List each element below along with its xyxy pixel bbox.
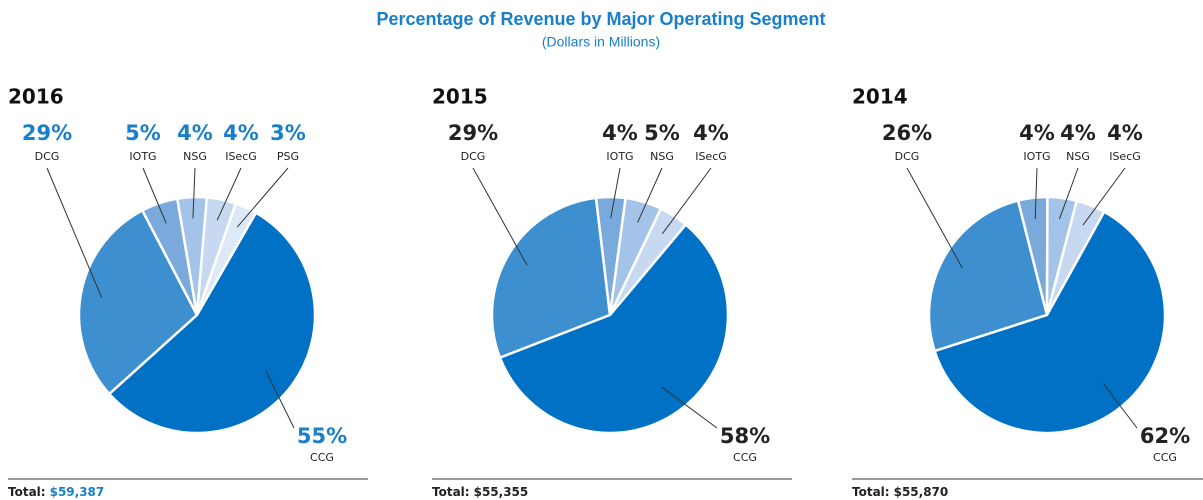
slice-name: ISecG xyxy=(1109,150,1141,163)
pie-slice xyxy=(77,208,199,396)
leader-line xyxy=(192,167,196,219)
chart-title: Percentage of Revenue by Major Operating… xyxy=(376,9,825,29)
leader-line xyxy=(265,370,295,429)
slice-percent: 4% xyxy=(177,121,213,145)
leader-line xyxy=(906,167,963,269)
slice-name: IOTG xyxy=(606,150,633,163)
total-value: $55,870 xyxy=(894,485,949,499)
slice-name: ISecG xyxy=(225,150,257,163)
total-text: Total: $55,870 xyxy=(852,485,948,499)
slice-name: CCG xyxy=(310,451,334,464)
leader-line xyxy=(610,167,621,219)
leader-line xyxy=(661,386,718,429)
slice-name: NSG xyxy=(650,150,674,163)
pie-title: 2015 xyxy=(432,85,488,109)
slice-percent: 58% xyxy=(720,424,770,448)
slice-name: DCG xyxy=(895,150,920,163)
slice-name: CCG xyxy=(1153,451,1177,464)
leader-line xyxy=(662,167,712,234)
slice-name: IOTG xyxy=(129,150,156,163)
pie-title: 2016 xyxy=(8,85,64,109)
pie-slice xyxy=(498,222,730,435)
total-text: Total: $55,355 xyxy=(432,485,528,499)
pie-slice xyxy=(107,211,317,435)
slice-percent: 5% xyxy=(125,121,161,145)
pie-slice xyxy=(927,199,1049,353)
slice-name: ISecG xyxy=(695,150,727,163)
total-label: Total: xyxy=(432,485,470,499)
leader-line xyxy=(216,167,242,221)
leader-line xyxy=(236,167,289,228)
slice-percent: 26% xyxy=(882,121,932,145)
slice-percent: 5% xyxy=(644,121,680,145)
pie-slice xyxy=(933,210,1167,435)
chart-subtitle: (Dollars in Millions) xyxy=(542,34,660,50)
leader-line xyxy=(46,167,103,299)
slice-percent: 29% xyxy=(22,121,72,145)
slice-name: PSG xyxy=(277,150,299,163)
pie-slice xyxy=(490,196,612,360)
leader-line xyxy=(472,167,528,266)
total-value: $55,355 xyxy=(474,485,529,499)
leader-line xyxy=(637,167,663,223)
slice-name: DCG xyxy=(461,150,486,163)
slice-percent: 3% xyxy=(270,121,306,145)
slice-percent: 29% xyxy=(448,121,498,145)
leader-line xyxy=(1082,167,1126,226)
slice-name: CCG xyxy=(733,451,757,464)
pie-title: 2014 xyxy=(852,85,908,109)
leader-line xyxy=(1102,383,1138,429)
slice-percent: 4% xyxy=(1107,121,1143,145)
slice-percent: 4% xyxy=(602,121,638,145)
leader-line xyxy=(1058,167,1079,220)
slice-name: DCG xyxy=(35,150,60,163)
leader-line xyxy=(1034,167,1038,219)
slice-percent: 4% xyxy=(1060,121,1096,145)
slice-name: NSG xyxy=(1066,150,1090,163)
slice-name: IOTG xyxy=(1023,150,1050,163)
slice-percent: 4% xyxy=(693,121,729,145)
slice-percent: 4% xyxy=(223,121,259,145)
slice-percent: 55% xyxy=(297,424,347,448)
total-label: Total: xyxy=(852,485,890,499)
total-label: Total: xyxy=(8,485,46,499)
total-text: Total: $59,387 xyxy=(8,485,104,499)
total-value: $59,387 xyxy=(50,485,105,499)
slice-percent: 4% xyxy=(1019,121,1055,145)
leader-line xyxy=(142,167,167,224)
slice-percent: 62% xyxy=(1140,424,1190,448)
slice-name: NSG xyxy=(183,150,207,163)
